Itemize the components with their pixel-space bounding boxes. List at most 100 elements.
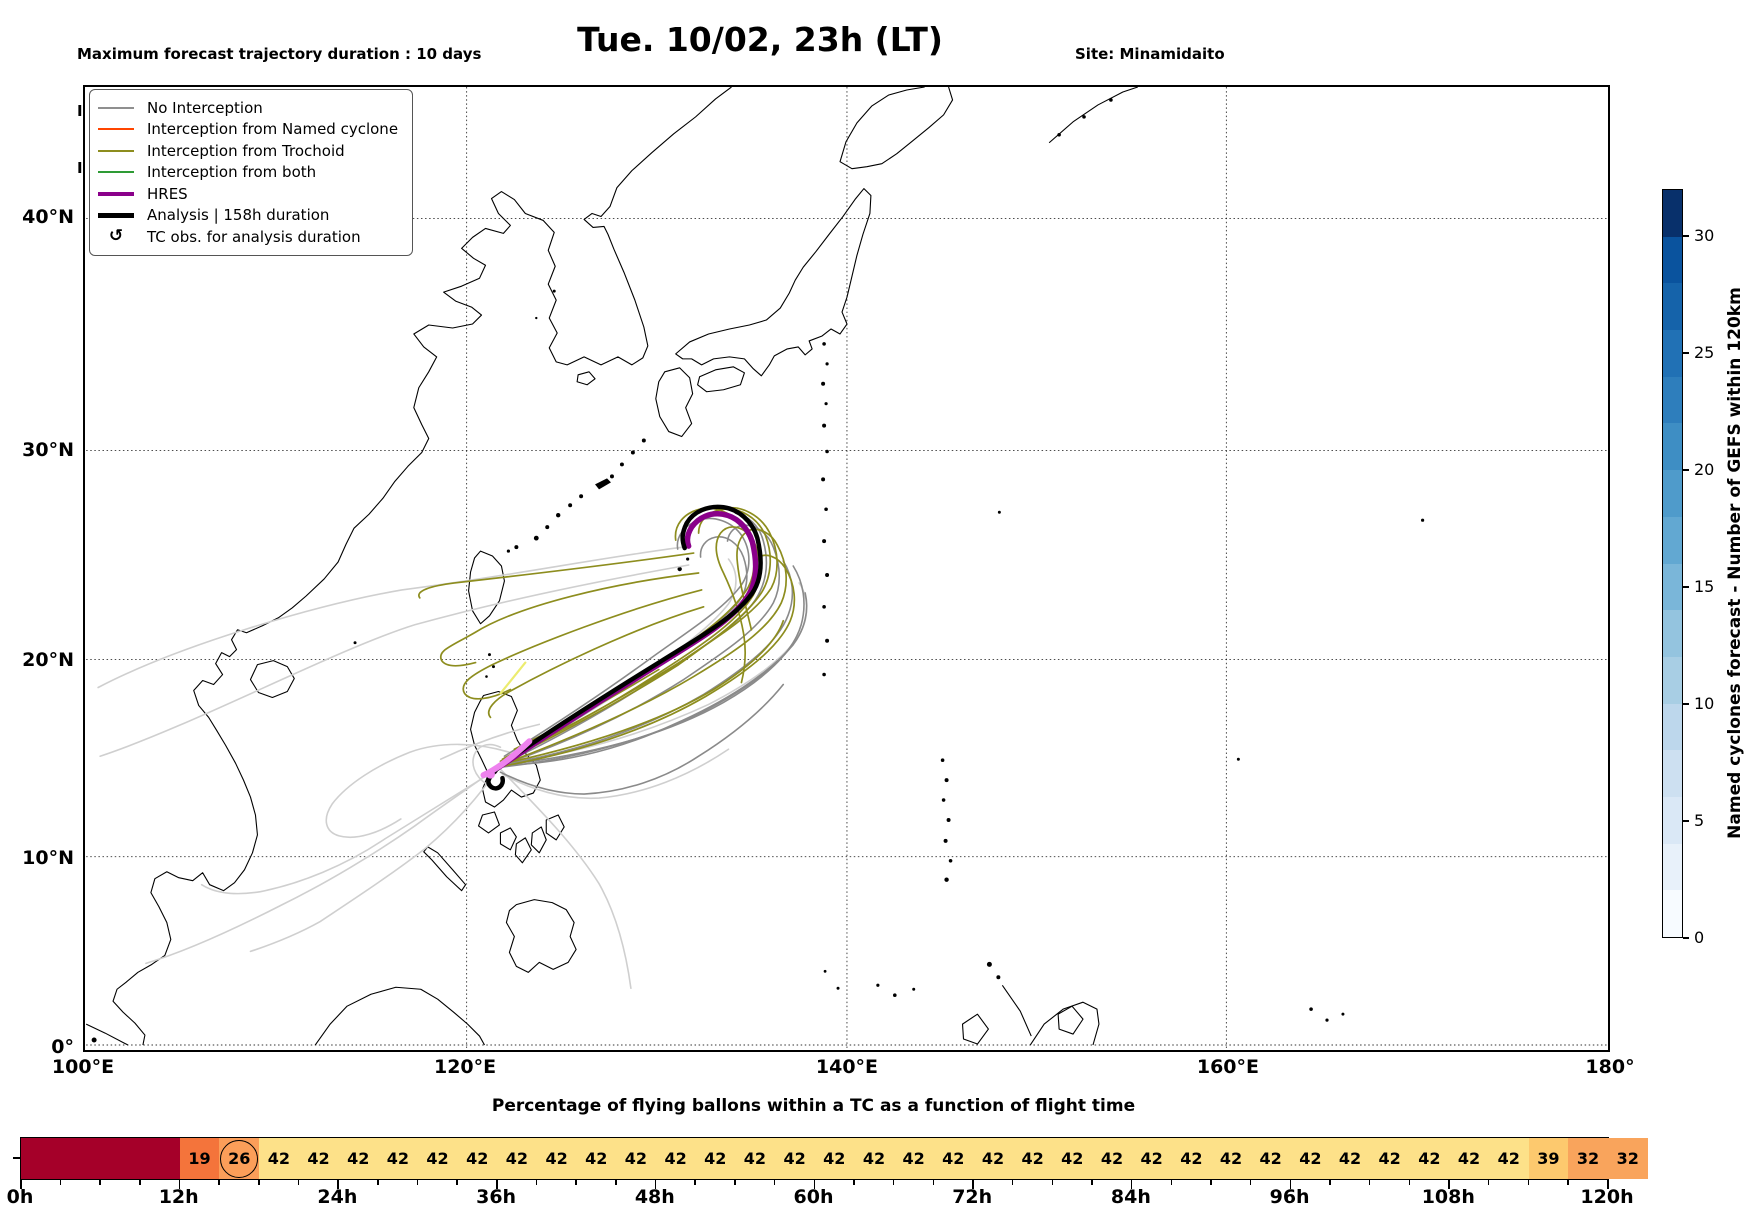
colorbar-tick-label: 15 xyxy=(1694,576,1715,596)
legend-item: No Interception xyxy=(98,97,398,119)
strip-segment-value: 42 xyxy=(1457,1149,1481,1168)
legend-line-swatch xyxy=(98,106,134,109)
strip-segment-value: 42 xyxy=(981,1149,1005,1168)
strip-segment: 32 xyxy=(1607,1138,1648,1179)
strip-minor-tick xyxy=(694,1179,696,1185)
colorbar-segment xyxy=(1663,376,1682,424)
strip-segment: 42 xyxy=(1012,1138,1053,1179)
strip-segment: 42 xyxy=(298,1138,339,1179)
colorbar-segment xyxy=(1663,610,1682,657)
strip-tick-label: 120h xyxy=(1580,1186,1634,1208)
strip-segment-value: 42 xyxy=(1140,1149,1163,1168)
strip-segment: 42 xyxy=(1250,1138,1291,1179)
lon-tick-label: 180° xyxy=(1585,1056,1635,1078)
circled-value-annotation xyxy=(220,1139,259,1178)
colorbar-segment xyxy=(1663,283,1682,331)
map-gridlines xyxy=(86,87,1607,1050)
legend-label: Analysis | 158h duration xyxy=(147,206,330,225)
strip-minor-tick xyxy=(575,1179,577,1185)
colorbar-tick-label: 30 xyxy=(1694,225,1715,245)
strip-segment: 42 xyxy=(1131,1138,1172,1179)
strip-segment-value: 42 xyxy=(902,1149,925,1168)
legend-items: No Interception Interception from Named c… xyxy=(98,97,398,248)
strip-segment-value: 42 xyxy=(1378,1149,1401,1168)
strip-minor-tick xyxy=(1368,1179,1371,1185)
strip-minor-tick xyxy=(416,1179,419,1185)
colorbar-label: Named cyclones forecast - Number of GEFS… xyxy=(1725,287,1745,839)
strip-segment: 42 xyxy=(1369,1138,1410,1179)
strip-minor-tick xyxy=(615,1179,617,1185)
strip-segment: 42 xyxy=(1211,1138,1251,1179)
lon-tick-label: 100°E xyxy=(51,1056,115,1078)
strip-segment: 42 xyxy=(933,1138,974,1179)
site-line: Site: Minamidaito xyxy=(1075,45,1225,63)
lon-tick-label: 140°E xyxy=(815,1056,879,1078)
strip-tick-label: 72h xyxy=(952,1186,993,1208)
strip-minor-tick xyxy=(59,1179,62,1185)
strip-segment-value: 42 xyxy=(1259,1149,1282,1168)
strip-segment: 42 xyxy=(1330,1138,1370,1179)
legend-label: Interception from Trochoid xyxy=(147,141,345,160)
strip-minor-tick xyxy=(1567,1179,1569,1185)
strip-major-tick xyxy=(1289,1179,1292,1189)
legend-label: Interception from both xyxy=(147,163,317,182)
strip-minor-tick xyxy=(1527,1179,1530,1185)
colorbar-segment xyxy=(1663,330,1682,377)
strip-segment: 42 xyxy=(378,1138,418,1179)
legend-line xyxy=(98,149,134,152)
strip-segment: 42 xyxy=(417,1138,458,1179)
strip-segment: 42 xyxy=(1052,1138,1093,1179)
strip-segment-value: 42 xyxy=(545,1149,568,1168)
legend-item: HRES xyxy=(98,183,398,205)
lat-tick-label: 20°N xyxy=(22,648,74,671)
strip-major-tick xyxy=(337,1179,339,1189)
lat-tick-label: 10°N xyxy=(22,846,74,869)
colorbar-tick xyxy=(1683,586,1689,588)
colorbar-segment xyxy=(1663,843,1682,891)
strip-segment: 42 xyxy=(338,1138,379,1179)
colorbar-segment xyxy=(1663,516,1682,564)
legend-line-swatch xyxy=(98,191,134,196)
tc-obs-symbol-icon: ↺ xyxy=(108,226,124,247)
strip-minor-tick xyxy=(734,1179,736,1185)
strip-segment-value: 42 xyxy=(1497,1149,1520,1168)
strip-minor-tick xyxy=(258,1179,260,1185)
strip-title: Percentage of flying ballons within a TC… xyxy=(491,1096,1136,1116)
strip-major-tick xyxy=(972,1179,974,1189)
strip-tick-label: 36h xyxy=(476,1186,517,1208)
colorbar-tick xyxy=(1683,937,1689,939)
legend-line-swatch xyxy=(98,149,134,152)
colorbar-tick-label: 5 xyxy=(1694,810,1705,830)
strip-tick-label: 84h xyxy=(1110,1186,1151,1208)
strip-major-tick xyxy=(1607,1179,1609,1189)
strip-minor-tick xyxy=(99,1179,101,1185)
colorbar-segment xyxy=(1663,236,1682,284)
legend-line xyxy=(98,128,134,131)
strip-segment: 19 xyxy=(179,1138,220,1179)
strip-segment: 42 xyxy=(814,1138,855,1179)
strip-y-tick xyxy=(13,1157,20,1159)
strip-segment-value: 42 xyxy=(1338,1149,1362,1168)
strip-segment-value: 42 xyxy=(466,1149,489,1168)
strip-minor-tick xyxy=(1011,1179,1014,1185)
strip-segment: 42 xyxy=(854,1138,894,1179)
strip-major-tick xyxy=(178,1179,181,1189)
strip-segment: 42 xyxy=(1171,1138,1212,1179)
strip-segment-value: 42 xyxy=(267,1149,290,1168)
strip-segment: 42 xyxy=(893,1138,934,1179)
strip-tick-label: 0h xyxy=(6,1186,34,1208)
strip-segment-value: 32 xyxy=(1576,1149,1600,1168)
strip-minor-tick xyxy=(1051,1179,1054,1185)
strip-segment: 42 xyxy=(735,1138,775,1179)
colorbar-segment xyxy=(1663,890,1682,937)
strip-segment: 32 xyxy=(1568,1138,1608,1179)
strip-major-tick xyxy=(1130,1179,1133,1189)
strip-segment: 42 xyxy=(616,1138,656,1179)
balloon-percentage-strip: 19 26 42 42 42 42 42 42 42 42 42 42 42 42 42 42 42 42 42 42… xyxy=(20,1137,1648,1180)
strip-minor-tick xyxy=(892,1179,895,1185)
strip-segment-value: 42 xyxy=(664,1149,687,1168)
map-canvas xyxy=(85,87,1607,1050)
colorbar xyxy=(1662,189,1683,938)
strip-segment: 42 xyxy=(259,1138,299,1179)
strip-minor-tick xyxy=(218,1179,220,1185)
